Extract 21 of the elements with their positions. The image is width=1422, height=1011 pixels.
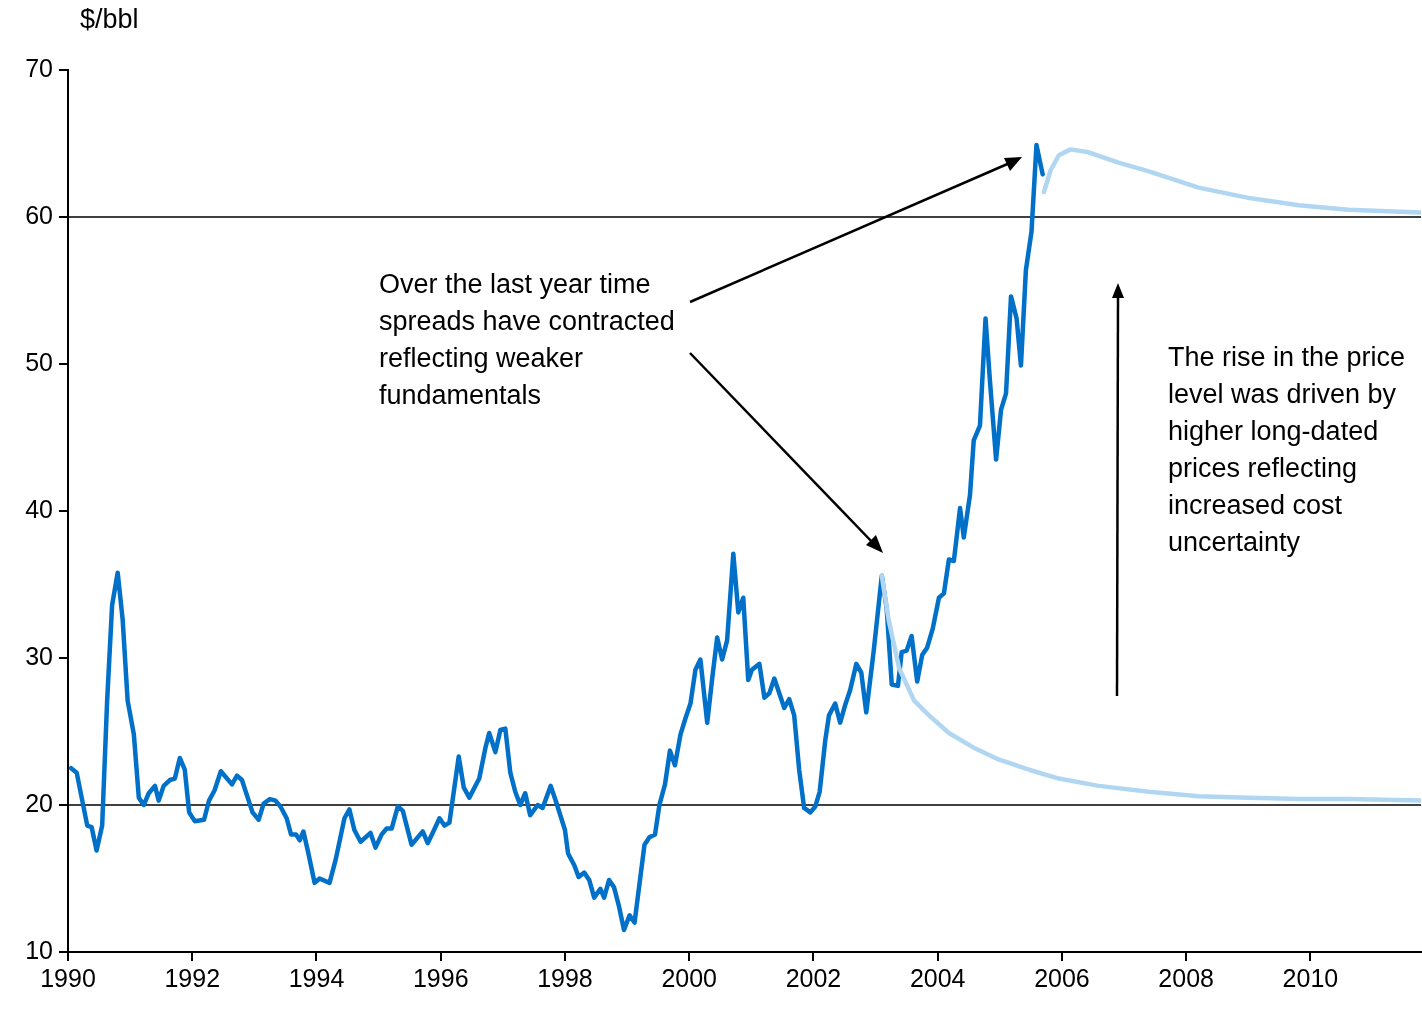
y-tick-label: 50: [25, 347, 53, 376]
annotation: The rise in the price level was driven by higher long-dated prices reflecting increased cost uncertainty: [1168, 341, 1407, 559]
x-tick-label: 2000: [661, 963, 718, 992]
x-tick-label: 2004: [909, 963, 966, 992]
y-tick-label: 20: [25, 788, 53, 817]
y-tick-label: 70: [25, 53, 53, 82]
x-tick-label: 1996: [412, 963, 469, 992]
y-tick-label: 10: [25, 935, 53, 964]
x-tick-label: 1990: [40, 963, 96, 992]
y-tick-label: 40: [25, 494, 53, 523]
x-tick-label: 2002: [785, 963, 842, 992]
y-tick-label: 60: [25, 200, 53, 229]
x-tick-label: 1992: [164, 963, 221, 992]
x-tick-label: 2008: [1158, 963, 1214, 992]
x-tick-label: 1994: [288, 963, 345, 992]
x-tick-label: 2010: [1282, 963, 1339, 992]
x-tick-label: 1998: [537, 963, 593, 992]
y-tick-label: 30: [25, 641, 53, 670]
y-axis-title: $/bbl: [80, 4, 139, 35]
x-tick-label: 2006: [1034, 963, 1090, 992]
annotation: Over the last year time spreads have contracted reflecting weaker fundamentals: [379, 268, 676, 412]
